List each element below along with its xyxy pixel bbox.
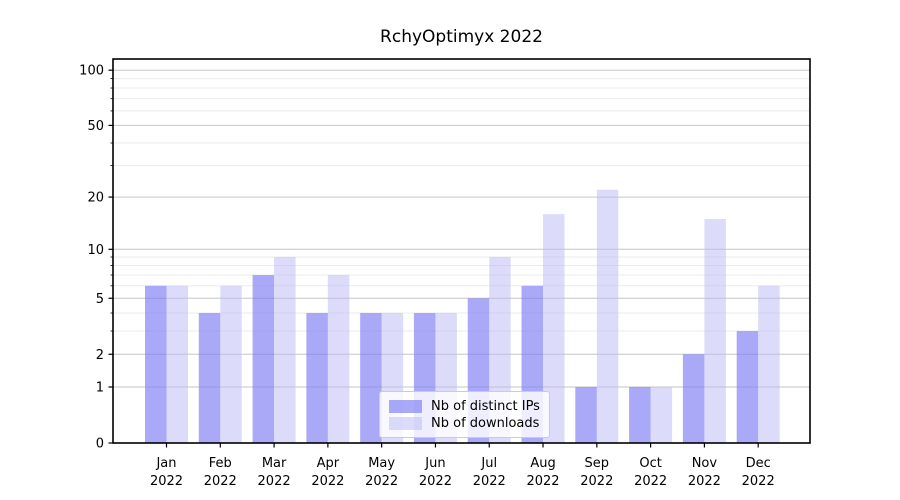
x-tick-label-month: Nov — [692, 456, 718, 471]
bar-distinct-ips-jan — [145, 285, 167, 443]
bar-downloads-feb — [220, 285, 242, 443]
plot-border — [112, 58, 811, 444]
x-tick-label-month: Jan — [155, 456, 176, 471]
x-tick-label-year: 2022 — [688, 474, 721, 489]
legend-item: Nb of distinct IPs — [389, 399, 541, 414]
y-tick-label: 10 — [87, 243, 104, 258]
x-tick-label-month: Dec — [746, 456, 771, 471]
x-tick-label-year: 2022 — [419, 474, 452, 489]
y-tick-label: 50 — [87, 119, 104, 134]
bar-downloads-nov — [704, 219, 726, 443]
bar-downloads-aug — [543, 214, 565, 443]
y-tick-label: 1 — [96, 381, 104, 396]
x-tick-label-month: Aug — [530, 456, 555, 471]
y-tick-label: 5 — [96, 292, 104, 307]
bar-distinct-ips-apr — [306, 312, 328, 443]
y-tick-label: 20 — [87, 191, 104, 206]
x-tick-label-month: Feb — [209, 456, 232, 471]
x-tick-label-year: 2022 — [258, 474, 291, 489]
bar-downloads-sep — [596, 189, 619, 443]
x-tick-label-year: 2022 — [742, 474, 775, 489]
y-tick-label: 0 — [96, 437, 104, 452]
legend-label: Nb of downloads — [431, 416, 540, 431]
bar-distinct-ips-nov — [682, 354, 705, 443]
chart-title: RchyOptimyx 2022 — [380, 27, 543, 47]
x-tick-label-month: Jun — [424, 456, 445, 471]
bar-downloads-dec — [758, 285, 780, 443]
x-tick-label-year: 2022 — [473, 474, 506, 489]
x-tick-label-year: 2022 — [150, 474, 183, 489]
x-tick-label-year: 2022 — [365, 474, 398, 489]
bar-distinct-ips-mar — [252, 275, 275, 443]
bar-distinct-ips-feb — [198, 312, 221, 443]
bar-downloads-mar — [274, 257, 296, 443]
legend-label: Nb of distinct IPs — [431, 399, 540, 414]
bar-distinct-ips-may — [360, 312, 382, 443]
x-tick-label-month: Sep — [585, 456, 610, 471]
bar-downloads-jan — [166, 285, 188, 443]
x-tick-label-month: May — [368, 456, 395, 471]
legend-swatch-distinct-ips — [389, 400, 422, 413]
y-tick-label: 100 — [79, 64, 104, 79]
x-tick-label-year: 2022 — [634, 474, 667, 489]
x-tick-label-month: Apr — [317, 456, 340, 471]
bar-distinct-ips-oct — [629, 387, 651, 443]
x-tick-label-month: Oct — [639, 456, 661, 471]
legend-item: Nb of downloads — [389, 416, 541, 431]
legend-swatch-downloads — [389, 417, 422, 430]
bar-distinct-ips-sep — [575, 387, 597, 443]
bar-downloads-apr — [327, 275, 350, 443]
bar-distinct-ips-dec — [736, 331, 759, 443]
bar-downloads-oct — [650, 387, 673, 443]
x-tick-label-year: 2022 — [526, 474, 559, 489]
x-tick-label-month: Jul — [480, 456, 497, 471]
x-tick-label-year: 2022 — [204, 474, 237, 489]
y-tick-label: 2 — [96, 348, 104, 363]
x-tick-label-month: Mar — [262, 456, 287, 471]
x-tick-label-year: 2022 — [580, 474, 613, 489]
x-tick-label-year: 2022 — [311, 474, 344, 489]
legend: Nb of distinct IPs Nb of downloads — [379, 391, 550, 438]
